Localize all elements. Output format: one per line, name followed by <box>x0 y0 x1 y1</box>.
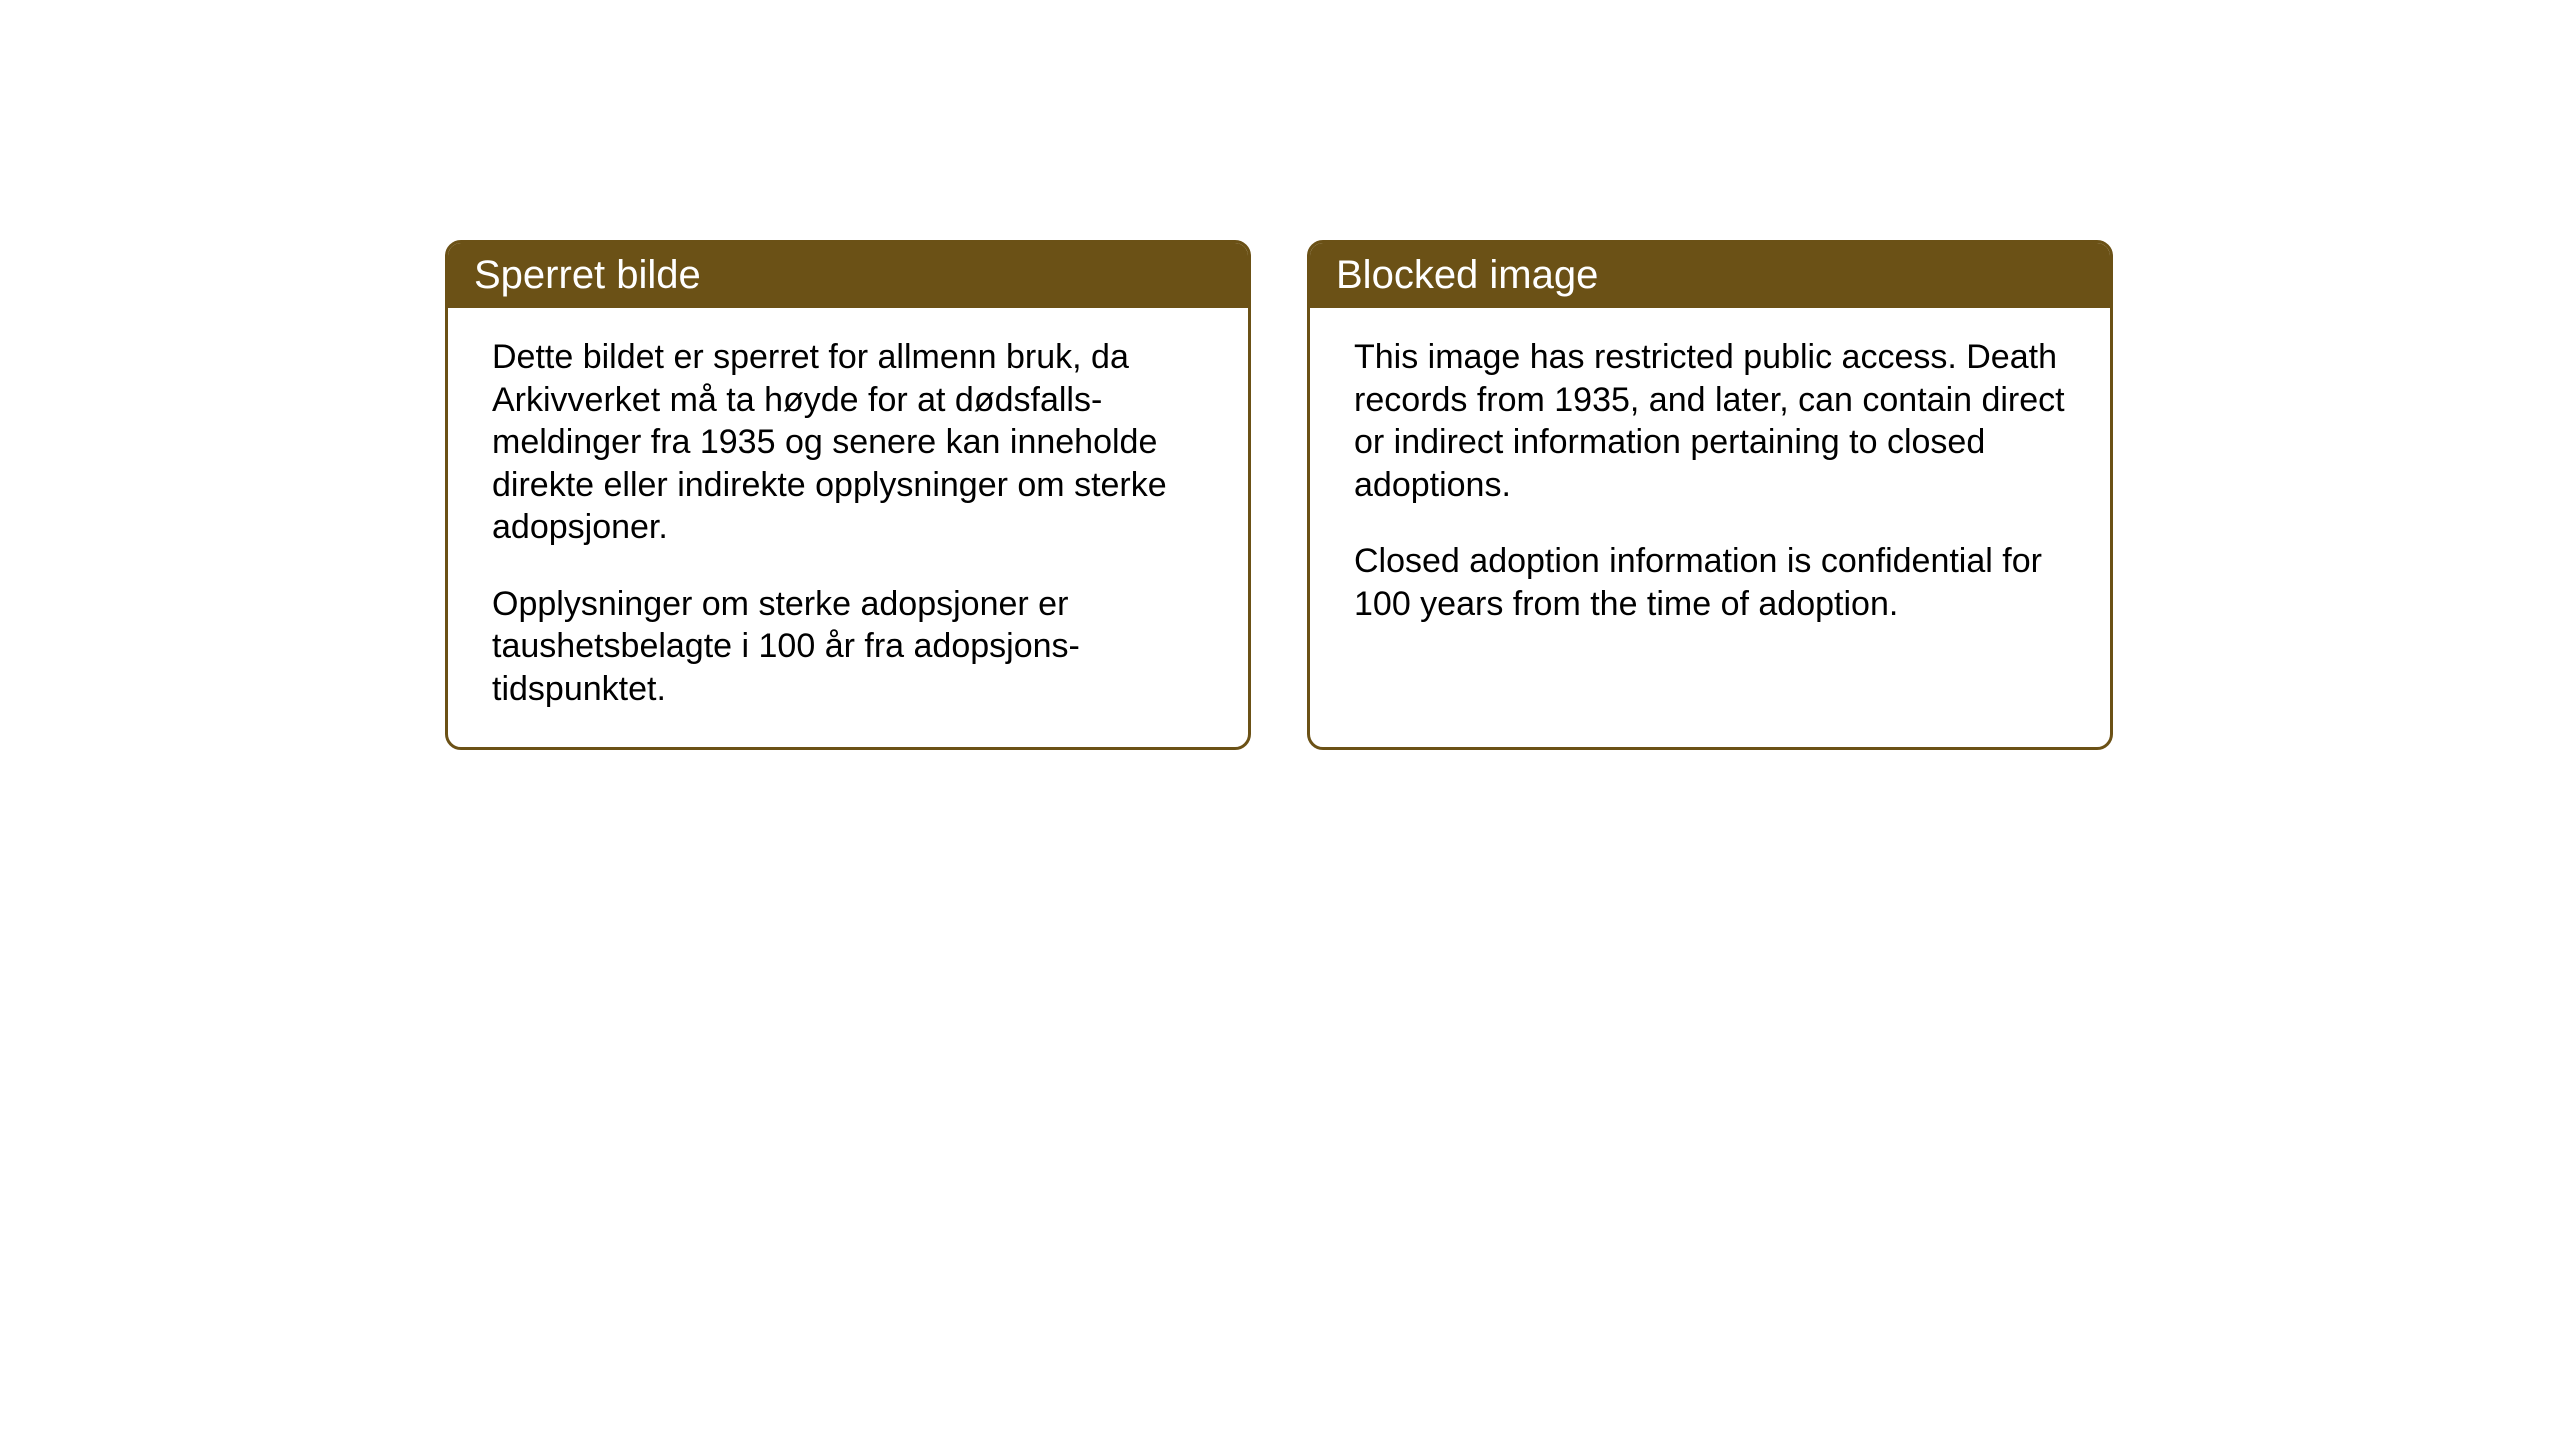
card-paragraph-1-norwegian: Dette bildet er sperret for allmenn bruk… <box>492 336 1204 549</box>
card-paragraph-1-english: This image has restricted public access.… <box>1354 336 2066 506</box>
card-english: Blocked image This image has restricted … <box>1307 240 2113 750</box>
card-header-norwegian: Sperret bilde <box>448 243 1248 308</box>
card-title-norwegian: Sperret bilde <box>474 253 701 297</box>
card-body-norwegian: Dette bildet er sperret for allmenn bruk… <box>448 308 1248 746</box>
card-norwegian: Sperret bilde Dette bildet er sperret fo… <box>445 240 1251 750</box>
cards-container: Sperret bilde Dette bildet er sperret fo… <box>445 240 2113 750</box>
card-paragraph-2-norwegian: Opplysninger om sterke adopsjoner er tau… <box>492 583 1204 711</box>
card-title-english: Blocked image <box>1336 253 1598 297</box>
card-header-english: Blocked image <box>1310 243 2110 308</box>
card-body-english: This image has restricted public access.… <box>1310 308 2110 661</box>
card-paragraph-2-english: Closed adoption information is confident… <box>1354 540 2066 625</box>
